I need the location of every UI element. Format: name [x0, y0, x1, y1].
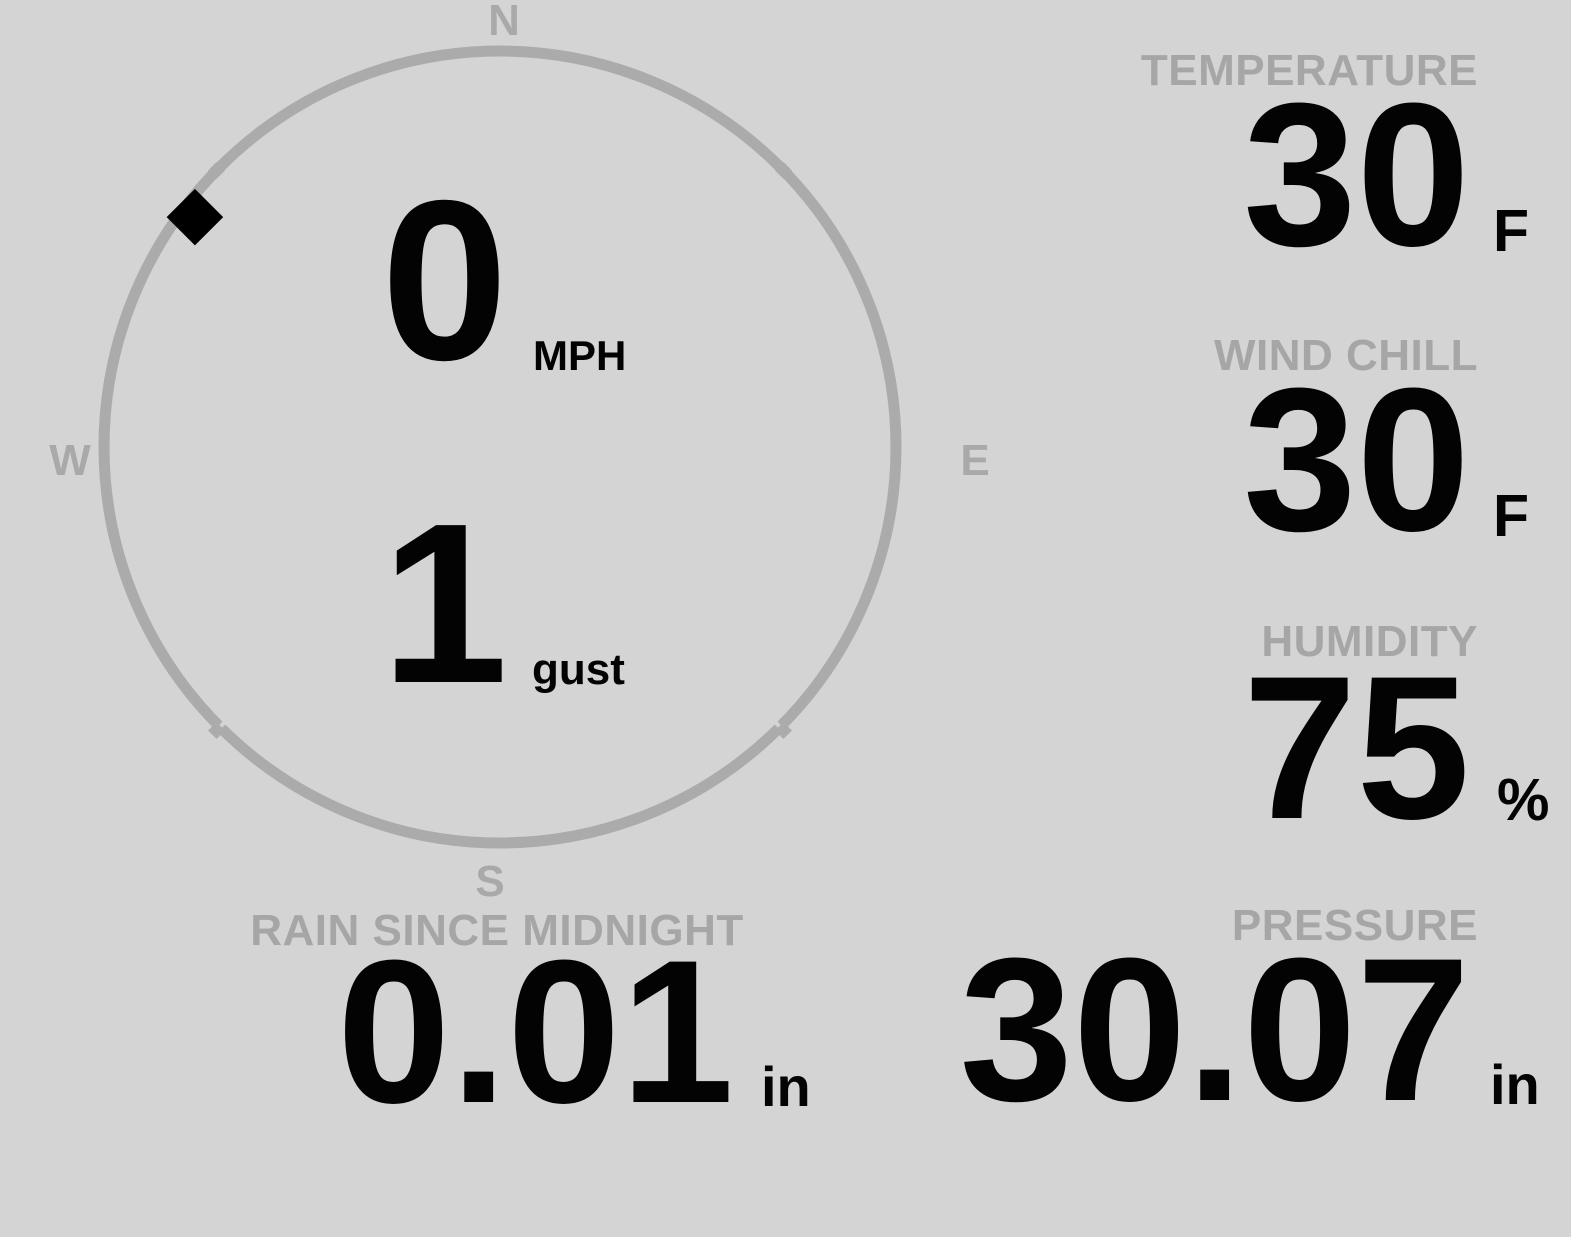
cardinal-north: N	[488, 0, 520, 45]
wind-chill-value: 30	[1243, 346, 1470, 574]
humidity-unit: %	[1497, 767, 1550, 833]
temperature-value: 30	[1243, 61, 1470, 289]
humidity-value: 75	[1243, 634, 1470, 862]
wind-speed-unit: MPH	[533, 332, 627, 379]
pressure-label: PRESSURE	[1231, 901, 1478, 950]
wind-chill-label: WIND CHILL	[1213, 331, 1478, 380]
wind-gust-value: 1	[381, 477, 508, 731]
cardinal-south: S	[475, 857, 505, 906]
wind-chill-unit: F	[1493, 483, 1530, 549]
rain-value: 0.01	[337, 918, 735, 1146]
wind-gust-unit: gust	[532, 645, 625, 694]
wind-speed-value: 0	[381, 154, 508, 408]
temperature-unit: F	[1493, 198, 1530, 264]
cardinal-east: E	[960, 436, 990, 485]
temperature-label: TEMPERATURE	[1140, 46, 1478, 95]
rain-label: RAIN SINCE MIDNIGHT	[250, 906, 744, 955]
humidity-label: HUMIDITY	[1261, 617, 1478, 666]
pressure-unit: in	[1490, 1053, 1540, 1116]
rain-unit: in	[761, 1055, 811, 1118]
cardinal-west: W	[49, 436, 91, 485]
pressure-value: 30.07	[959, 916, 1471, 1144]
